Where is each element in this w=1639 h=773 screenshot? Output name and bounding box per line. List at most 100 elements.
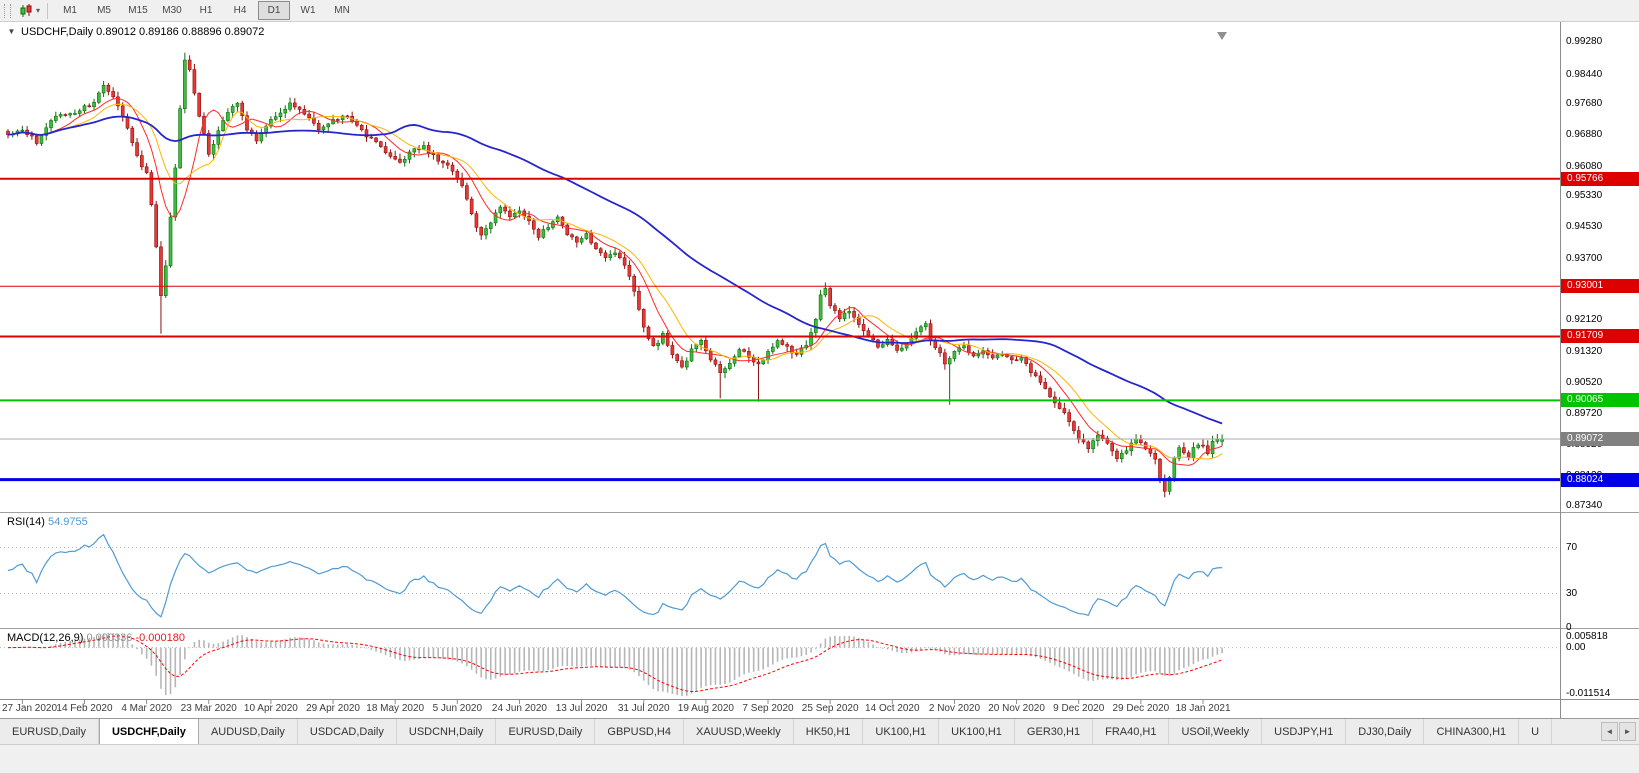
tab-0-eurusd-daily[interactable]: EURUSD,Daily [0,719,99,744]
tab-6-gbpusd-h4[interactable]: GBPUSD,H4 [595,719,684,744]
date-axis-label: 19 Aug 2020 [677,703,734,714]
macd-axis-label: 0.005818 [1566,631,1608,642]
one-click-collapse-icon[interactable]: ▼ [7,27,16,36]
price-axis-label: 0.98440 [1566,68,1603,80]
timeframe-button-mn[interactable]: MN [334,5,350,16]
price-axis-label: 0.92120 [1566,314,1603,326]
timeframe-button-h4[interactable]: H4 [233,5,247,16]
rsi-line [7,533,1223,618]
pane-borders [0,22,1639,718]
tab-7-xauusd-weekly[interactable]: XAUUSD,Weekly [683,719,794,744]
tab-scroll-left-button[interactable]: ◄ [1601,721,1618,741]
level-price-tag[interactable]: 0.88024 [1561,472,1639,487]
tab-5-eurusd-daily[interactable]: EURUSD,Daily [496,719,596,744]
tab-2-audusd-daily[interactable]: AUDUSD,Daily [198,719,298,744]
timeframe-button-m15[interactable]: M15 [128,5,148,16]
chart-info-line: USDCHF,Daily 0.89012 0.89186 0.88896 0.8… [21,26,265,38]
ma-fast-line [7,97,1223,466]
date-axis-label: 27 Jan 2020 [2,703,58,714]
price-axis-label: 0.87340 [1566,500,1603,512]
level-price-tag[interactable]: 0.90065 [1561,393,1639,408]
tab-16-china300-h1[interactable]: CHINA300,H1 [1424,719,1520,744]
chart-shift-marker[interactable] [1217,32,1227,40]
timeframe-button-m5[interactable]: M5 [97,5,111,16]
date-axis-label: 29 Dec 2020 [1112,703,1170,714]
current-price-tag: 0.89072 [1561,431,1639,446]
level-price-tag[interactable]: 0.91709 [1561,329,1639,344]
chart-area: ▼ USDCHF,Daily 0.89012 0.89186 0.88896 0… [0,22,1639,718]
macd-histogram [11,632,1223,697]
tab-1-usdchf-daily[interactable]: USDCHF,Daily [98,719,199,744]
price-axis-label: 0.95330 [1566,189,1603,201]
symbol-tabs: EURUSD,Daily USDCHF,Daily AUDUSD,Daily USDC… [0,719,1639,744]
date-axis-label: 10 Apr 2020 [243,703,298,714]
tab-12-fra40-h1[interactable]: FRA40,H1 [1093,719,1170,744]
macd-axis-label: 0.00 [1566,641,1586,653]
tab-13-usoil-weekly[interactable]: USOil,Weekly [1169,719,1263,744]
rsi-axis-label: 30 [1566,587,1578,599]
chart-type-dropdown[interactable]: ▾ [16,2,43,20]
timeframe-button-h1[interactable]: H1 [199,5,213,16]
date-axis-label: 4 Mar 2020 [121,703,172,714]
macd-signal-value: -0.000180 [135,632,185,644]
tab-4-usdcnh-daily[interactable]: USDCNH,Daily [396,719,497,744]
date-axis-label: 14 Feb 2020 [56,703,113,714]
date-axis-label: 5 Jun 2020 [432,703,483,714]
price-axis-label: 0.90520 [1566,376,1603,388]
price-axis-label: 0.99280 [1566,36,1603,48]
status-bar [0,744,1639,773]
timeframe-button-m30[interactable]: M30 [162,5,182,16]
rsi-axis-label: 0 [1566,622,1572,633]
tab-17-u[interactable]: U [1519,719,1553,744]
price-axis-label: 0.91320 [1566,345,1603,357]
rsi-axis-label: 70 [1566,541,1578,553]
macd-signal-line [7,635,1223,693]
date-axis-label: 14 Oct 2020 [865,703,920,714]
date-axis-label: 2 Nov 2020 [928,703,981,714]
date-axis-label: 9 Dec 2020 [1053,703,1105,714]
timeframes-toolbar: ▾ M1 M5 M15 M30 H1 H4 D1 W1 MN [0,0,1639,22]
dropdown-caret-icon: ▾ [36,6,41,15]
price-axis-label: 0.96080 [1566,160,1603,172]
tab-3-usdcad-daily[interactable]: USDCAD,Daily [297,719,397,744]
macd-main-value: 0.000336 [86,632,133,644]
date-axis-label: 7 Sep 2020 [742,703,794,714]
price-axis-label: 0.94530 [1566,220,1603,232]
level-price-tag[interactable]: 0.95766 [1561,171,1639,186]
price-chart[interactable] [0,22,1639,718]
date-axis-label: 31 Jul 2020 [617,703,670,714]
date-axis-label: 24 Jun 2020 [491,703,547,714]
date-axis-label: 18 Jan 2021 [1175,703,1231,714]
tab-15-dj30-daily[interactable]: DJ30,Daily [1346,719,1425,744]
tab-scroll-right-button[interactable]: ► [1619,721,1636,741]
macd-name: MACD(12,26,9) [7,632,84,644]
candlestick-chart-icon [20,3,32,17]
price-axis-label: 0.93700 [1566,253,1603,265]
horizontal-levels [0,177,1560,482]
timeframe-button-w1[interactable]: W1 [300,5,316,16]
tab-scroll-buttons: ◄ ► [1599,719,1638,743]
date-axis-label: 13 Jul 2020 [555,703,608,714]
tab-8-hk50-h1[interactable]: HK50,H1 [793,719,864,744]
date-axis-label: 23 Mar 2020 [180,703,237,714]
tab-14-usdjpy-h1[interactable]: USDJPY,H1 [1262,719,1347,744]
date-axis-label: 29 Apr 2020 [306,703,360,714]
rsi-value: 54.9755 [47,516,88,528]
candles [6,52,1224,498]
toolbar-separator [47,2,49,19]
macd-axis-label: -0.011514 [1566,688,1611,699]
timeframe-button-d1[interactable]: D1 [258,1,291,20]
tab-11-ger30-h1[interactable]: GER30,H1 [1014,719,1094,744]
level-price-tag[interactable]: 0.93001 [1561,279,1639,294]
date-axis-label: 18 May 2020 [366,703,425,714]
rsi-guides [0,547,1560,594]
tab-9-uk100-h1[interactable]: UK100,H1 [863,719,940,744]
toolbar-grip[interactable] [4,3,11,18]
price-axis-label: 0.96880 [1566,129,1603,141]
price-axis-label: 0.97680 [1566,98,1603,110]
ma-slow-line [7,115,1223,425]
date-axis-label: 25 Sep 2020 [801,703,859,714]
tab-10-uk100-h1[interactable]: UK100,H1 [939,719,1015,744]
timeframe-button-m1[interactable]: M1 [63,5,77,16]
